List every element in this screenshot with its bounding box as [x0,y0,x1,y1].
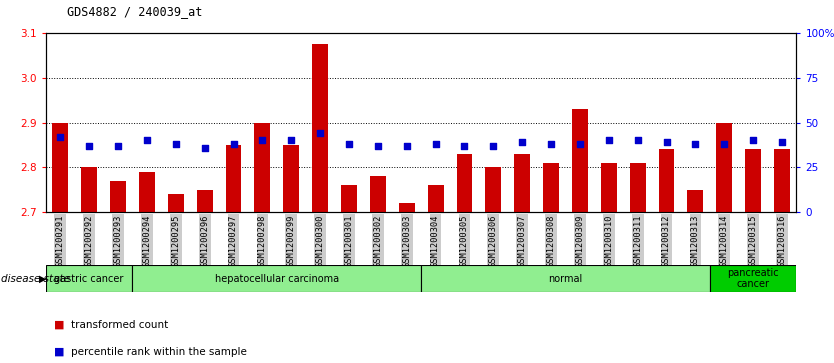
Text: GSM1200294: GSM1200294 [143,215,152,268]
Point [545,141,558,147]
Point [746,138,760,143]
Bar [428,185,444,212]
Text: GSM1200303: GSM1200303 [402,215,411,268]
Text: GSM1200316: GSM1200316 [777,215,786,268]
Text: GSM1200304: GSM1200304 [431,215,440,268]
Text: GSM1200311: GSM1200311 [633,215,642,268]
Bar [341,185,357,212]
Point [776,139,789,145]
Point [689,141,702,147]
Bar [515,154,530,212]
Bar [81,167,97,212]
Text: GSM1200302: GSM1200302 [374,215,382,268]
Point [169,141,183,147]
Point [140,138,153,143]
Text: GSM1200310: GSM1200310 [605,215,613,268]
Bar [716,123,732,212]
Point [458,143,471,149]
Bar [630,163,646,212]
Text: ■: ■ [54,320,65,330]
Bar [254,123,270,212]
Point [487,143,500,149]
Bar [746,150,761,212]
Text: GSM1200301: GSM1200301 [344,215,354,268]
Text: GSM1200315: GSM1200315 [749,215,757,268]
Text: GSM1200314: GSM1200314 [720,215,729,268]
Bar [168,195,183,212]
Text: GSM1200308: GSM1200308 [546,215,555,268]
Text: GSM1200299: GSM1200299 [287,215,296,268]
Text: GDS4882 / 240039_at: GDS4882 / 240039_at [67,5,202,19]
Bar [53,123,68,212]
Text: GSM1200305: GSM1200305 [460,215,469,268]
Point [717,141,731,147]
Text: GSM1200292: GSM1200292 [85,215,93,268]
Point [602,138,615,143]
Text: hepatocellular carcinoma: hepatocellular carcinoma [215,274,339,284]
FancyBboxPatch shape [421,265,710,292]
Point [198,145,211,151]
Bar [543,163,559,212]
Text: GSM1200307: GSM1200307 [518,215,527,268]
FancyBboxPatch shape [46,265,133,292]
Bar [774,150,790,212]
Point [631,138,645,143]
Bar [284,145,299,212]
Point [429,141,442,147]
Text: ■: ■ [54,347,65,357]
Point [660,139,673,145]
Text: GSM1200309: GSM1200309 [575,215,585,268]
Point [314,130,327,136]
Bar [572,109,588,212]
Text: GSM1200313: GSM1200313 [691,215,700,268]
FancyBboxPatch shape [133,265,421,292]
Text: transformed count: transformed count [71,320,168,330]
FancyBboxPatch shape [710,265,796,292]
Text: GSM1200291: GSM1200291 [56,215,65,268]
Text: gastric cancer: gastric cancer [54,274,124,284]
Text: ▶: ▶ [39,274,47,284]
Point [83,143,96,149]
Bar [659,150,675,212]
Point [112,143,125,149]
Bar [139,172,155,212]
Bar [225,145,242,212]
Text: GSM1200296: GSM1200296 [200,215,209,268]
Bar [485,167,501,212]
Bar [687,190,703,212]
Text: GSM1200306: GSM1200306 [489,215,498,268]
Point [400,143,414,149]
Point [515,139,529,145]
Text: percentile rank within the sample: percentile rank within the sample [71,347,247,357]
Text: GSM1200300: GSM1200300 [315,215,324,268]
Bar [399,203,414,212]
Point [371,143,384,149]
Text: GSM1200297: GSM1200297 [229,215,238,268]
Text: GSM1200295: GSM1200295 [171,215,180,268]
Bar [312,44,328,212]
Point [342,141,355,147]
Text: GSM1200312: GSM1200312 [662,215,671,268]
Bar [600,163,617,212]
Point [256,138,269,143]
Bar [456,154,472,212]
Text: GSM1200298: GSM1200298 [258,215,267,268]
Text: GSM1200293: GSM1200293 [113,215,123,268]
Bar [370,176,386,212]
Point [284,138,298,143]
Point [573,141,586,147]
Text: pancreatic
cancer: pancreatic cancer [727,268,779,289]
Text: disease state: disease state [1,274,70,284]
Text: normal: normal [549,274,583,284]
Point [53,134,67,140]
Point [227,141,240,147]
Bar [197,190,213,212]
Bar [110,181,126,212]
